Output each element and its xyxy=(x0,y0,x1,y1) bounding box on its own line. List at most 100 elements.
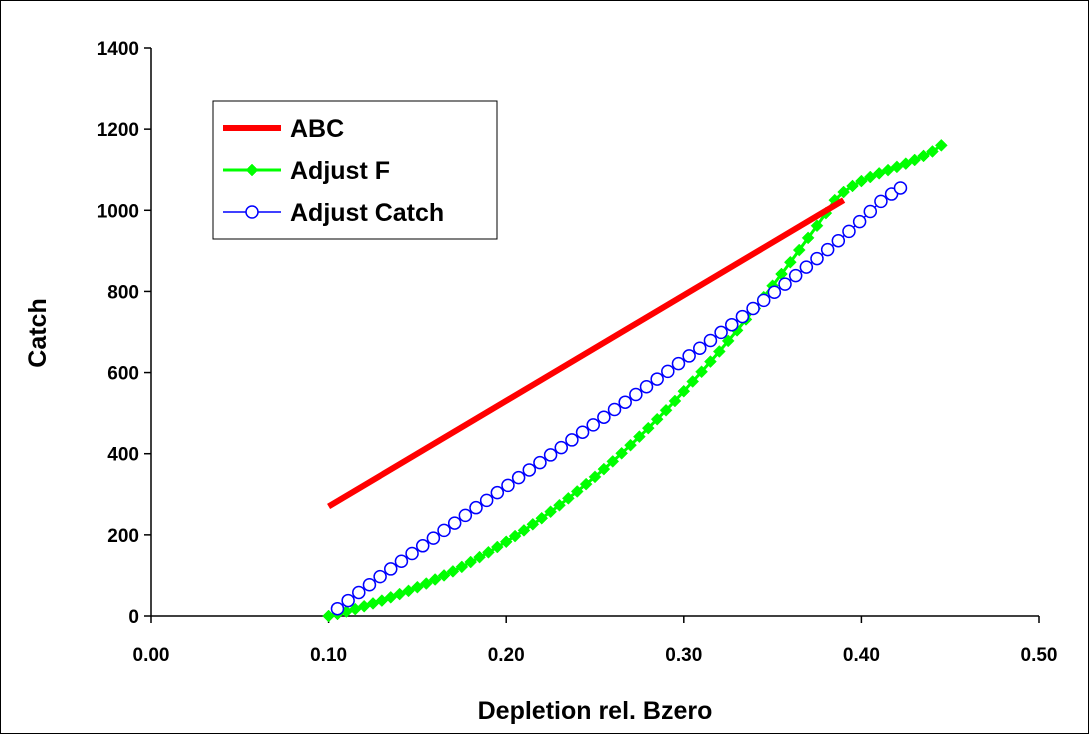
data-point xyxy=(668,394,682,408)
data-point xyxy=(650,412,664,426)
data-point xyxy=(341,593,355,608)
y-tick-label: 0 xyxy=(128,607,139,628)
data-point xyxy=(446,565,460,578)
data-point xyxy=(588,470,602,484)
series-abc xyxy=(327,197,846,510)
data-point xyxy=(633,430,646,444)
y-tick-label: 600 xyxy=(107,364,139,385)
x-tick-label: 0.00 xyxy=(133,645,170,666)
data-point xyxy=(682,349,696,363)
data-point xyxy=(778,277,792,291)
data-point xyxy=(490,540,504,554)
data-point xyxy=(562,491,575,505)
y-tick-label: 200 xyxy=(107,526,139,547)
data-point xyxy=(756,293,771,308)
data-point xyxy=(570,485,584,498)
data-point xyxy=(863,204,878,219)
data-point xyxy=(543,448,558,462)
data-point xyxy=(735,309,750,324)
data-point xyxy=(629,387,643,402)
data-point xyxy=(639,380,654,394)
data-point xyxy=(535,511,549,525)
data-point xyxy=(767,285,782,299)
data-point xyxy=(490,485,505,500)
data-point xyxy=(899,157,913,170)
legend-entry: Adjust Catch xyxy=(223,199,444,227)
data-point xyxy=(362,578,377,592)
x-tick-label: 0.40 xyxy=(843,645,880,666)
data-point xyxy=(846,179,859,193)
x-axis-title: Depletion rel. Bzero xyxy=(478,697,713,725)
y-tick-label: 1000 xyxy=(97,201,139,222)
y-tick-label: 400 xyxy=(107,445,139,466)
data-point xyxy=(384,562,398,576)
data-point xyxy=(469,500,483,515)
data-point xyxy=(863,170,877,184)
y-tick-label: 1400 xyxy=(97,39,139,60)
legend: ABC Adjust F Adjust Catch xyxy=(212,100,498,240)
series-line xyxy=(328,144,943,618)
data-point xyxy=(565,433,579,447)
data-point xyxy=(394,554,409,568)
data-point xyxy=(837,185,850,199)
data-point xyxy=(618,395,632,409)
data-point xyxy=(458,508,473,523)
y-axis-title: Catch xyxy=(24,298,52,367)
data-point xyxy=(917,149,930,163)
data-point xyxy=(405,546,419,561)
data-point xyxy=(597,410,611,424)
data-point xyxy=(784,255,797,269)
x-tick-label: 0.10 xyxy=(310,645,347,666)
legend-swatch-marker xyxy=(245,205,259,219)
data-point xyxy=(511,470,526,485)
data-point xyxy=(544,505,557,519)
data-point xyxy=(820,242,835,257)
data-point xyxy=(677,384,691,398)
data-point xyxy=(464,555,478,569)
data-point xyxy=(671,356,686,371)
data-point xyxy=(855,174,868,188)
data-point xyxy=(554,440,569,455)
data-point xyxy=(579,477,593,491)
data-point xyxy=(437,569,451,582)
data-point xyxy=(482,545,495,559)
data-point xyxy=(792,243,806,257)
data-point xyxy=(586,418,600,432)
data-point xyxy=(721,334,735,348)
data-point xyxy=(522,463,537,477)
data-point xyxy=(661,364,675,379)
data-point xyxy=(447,516,462,530)
data-point xyxy=(695,365,708,379)
data-point xyxy=(641,421,655,435)
plot-area-series xyxy=(322,139,948,623)
data-point xyxy=(714,325,728,340)
legend-label: ABC xyxy=(290,115,344,143)
data-point xyxy=(624,438,637,452)
legend-label: Adjust F xyxy=(290,157,390,185)
data-point xyxy=(852,214,867,229)
data-point xyxy=(330,601,345,616)
data-point xyxy=(934,139,948,152)
data-point xyxy=(533,455,547,470)
data-point xyxy=(810,219,824,233)
data-point xyxy=(508,529,522,543)
x-tick-label: 0.20 xyxy=(488,645,525,666)
data-point xyxy=(426,531,441,545)
data-point xyxy=(650,372,664,386)
series-adjust-catch xyxy=(330,181,908,616)
data-point xyxy=(415,539,430,553)
data-point xyxy=(373,569,387,584)
data-point xyxy=(686,375,700,388)
data-point xyxy=(615,446,628,460)
legend-entry: Adjust F xyxy=(223,157,390,185)
data-point xyxy=(428,573,442,586)
data-point xyxy=(479,493,494,508)
data-point xyxy=(831,233,846,248)
data-point xyxy=(499,535,513,549)
data-point xyxy=(455,560,469,574)
data-point xyxy=(893,181,908,195)
data-point xyxy=(597,462,611,476)
data-point xyxy=(607,402,622,417)
